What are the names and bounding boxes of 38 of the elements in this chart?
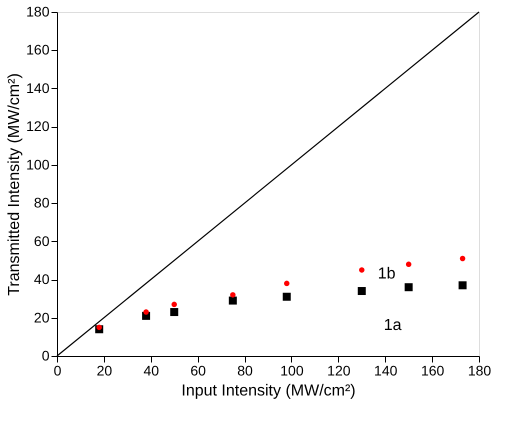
x-tick-label: 20 [96, 362, 112, 378]
point [359, 267, 365, 273]
point [170, 308, 178, 316]
y-tick-label: 20 [34, 309, 50, 326]
y-tick-label: 100 [26, 156, 50, 172]
x-tick-label: 0 [54, 362, 62, 378]
point [230, 292, 236, 298]
point [284, 280, 290, 286]
point [458, 281, 467, 290]
point [358, 287, 366, 296]
point [96, 324, 102, 330]
x-tick-label: 180 [468, 362, 492, 378]
y-tick-label: 40 [34, 271, 50, 288]
y-tick-label: 180 [26, 4, 50, 20]
point [460, 256, 466, 262]
y-tick-label: 60 [34, 232, 50, 249]
y-tick-label: 160 [26, 42, 50, 58]
y-tick-label: 0 [42, 348, 50, 364]
x-tick-label: 60 [190, 362, 206, 378]
point [171, 302, 177, 308]
point [228, 296, 237, 305]
y-tick-label: 140 [26, 80, 50, 96]
point [282, 292, 291, 301]
x-tick-label: 160 [420, 362, 445, 378]
x-tick-label: 100 [280, 362, 304, 378]
annotation: 1a [384, 317, 402, 334]
annotation: 1b [378, 265, 396, 282]
x-tick-label: 40 [143, 362, 160, 378]
y-tick-label: 80 [34, 194, 50, 211]
x-axis-title: Input Intensity (MW/cm²) [181, 382, 356, 400]
x-tick-label: 140 [374, 362, 398, 378]
point [406, 262, 412, 267]
y-tick-label: 120 [26, 118, 50, 134]
point [404, 283, 413, 292]
y-axis-title: Transmitted Intensity (MW/cm²) [6, 73, 24, 296]
point [143, 309, 149, 315]
x-tick-label: 80 [237, 362, 254, 378]
x-tick-label: 120 [327, 362, 351, 378]
